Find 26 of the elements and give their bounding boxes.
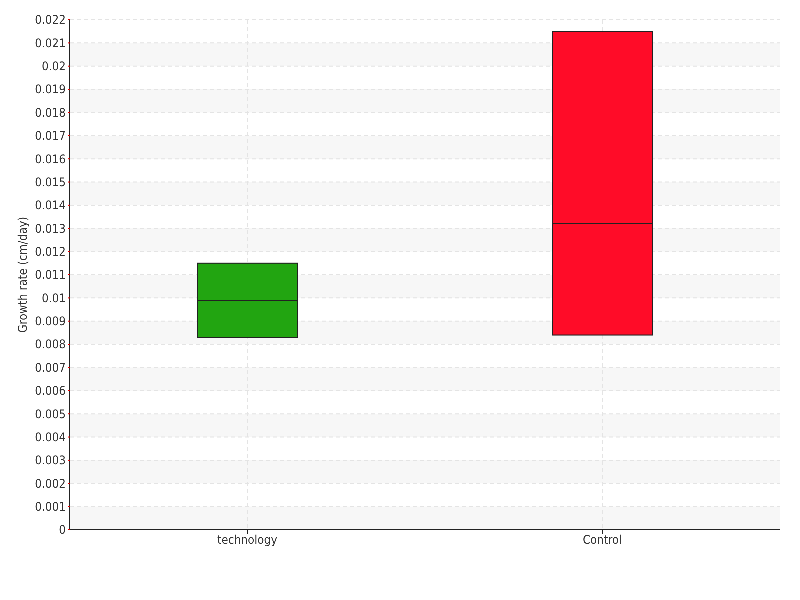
y-tick-label: 0.009 [35,314,66,329]
y-tick-label: 0.011 [35,268,66,282]
y-tick-label: 0.022 [35,13,66,28]
x-tick-label: Control [583,533,622,547]
y-tick-label: 0.02 [42,60,66,74]
y-tick-label: 0.005 [35,407,66,422]
y-tick-label: 0.021 [35,36,66,50]
y-tick-label: 0.017 [35,129,66,144]
y-tick-label: 0.013 [35,222,66,236]
y-tick-label: 0 [59,523,66,538]
y-tick-label: 0.015 [35,175,66,190]
y-tick-label: 0.001 [35,500,66,514]
y-axis-title: Growth rate (cm/day) [16,216,30,334]
y-tick-label: 0.002 [35,476,66,491]
y-tick-label: 0.003 [35,454,66,468]
y-tick-label: 0.01 [42,291,66,306]
y-tick-label: 0.019 [35,82,66,97]
y-tick-label: 0.008 [35,338,66,352]
y-tick-label: 0.006 [35,384,66,398]
y-tick-label: 0.012 [35,245,66,260]
y-tick-label: 0.014 [35,198,66,213]
y-tick-label: 0.016 [35,152,66,166]
x-tick-label: technology [218,533,278,547]
y-tick-label: 0.004 [35,430,66,444]
y-tick-label: 0.018 [35,106,66,120]
y-tick-label: 0.007 [35,360,66,375]
